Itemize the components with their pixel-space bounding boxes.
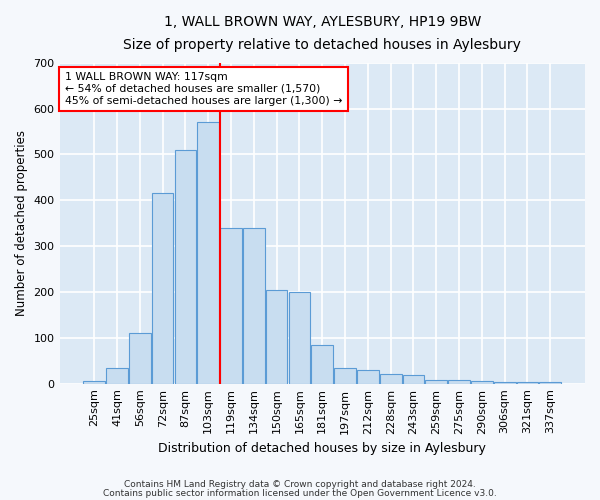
- Title: 1, WALL BROWN WAY, AYLESBURY, HP19 9BW
Size of property relative to detached hou: 1, WALL BROWN WAY, AYLESBURY, HP19 9BW S…: [124, 15, 521, 52]
- Bar: [289, 292, 310, 384]
- Text: Contains HM Land Registry data © Crown copyright and database right 2024.: Contains HM Land Registry data © Crown c…: [124, 480, 476, 489]
- Bar: [425, 380, 447, 384]
- Bar: [175, 150, 196, 384]
- Bar: [380, 374, 401, 384]
- Bar: [334, 368, 356, 384]
- Bar: [311, 344, 333, 384]
- Bar: [357, 370, 379, 384]
- Bar: [471, 382, 493, 384]
- Bar: [448, 380, 470, 384]
- Bar: [129, 333, 151, 384]
- Bar: [197, 122, 219, 384]
- Bar: [494, 382, 515, 384]
- Text: 1 WALL BROWN WAY: 117sqm
← 54% of detached houses are smaller (1,570)
45% of sem: 1 WALL BROWN WAY: 117sqm ← 54% of detach…: [65, 72, 342, 106]
- Y-axis label: Number of detached properties: Number of detached properties: [15, 130, 28, 316]
- Bar: [152, 194, 173, 384]
- Bar: [517, 382, 538, 384]
- Bar: [266, 290, 287, 384]
- Bar: [539, 382, 561, 384]
- X-axis label: Distribution of detached houses by size in Aylesbury: Distribution of detached houses by size …: [158, 442, 486, 455]
- Bar: [106, 368, 128, 384]
- Bar: [243, 228, 265, 384]
- Bar: [220, 228, 242, 384]
- Text: Contains public sector information licensed under the Open Government Licence v3: Contains public sector information licen…: [103, 489, 497, 498]
- Bar: [83, 382, 105, 384]
- Bar: [403, 374, 424, 384]
